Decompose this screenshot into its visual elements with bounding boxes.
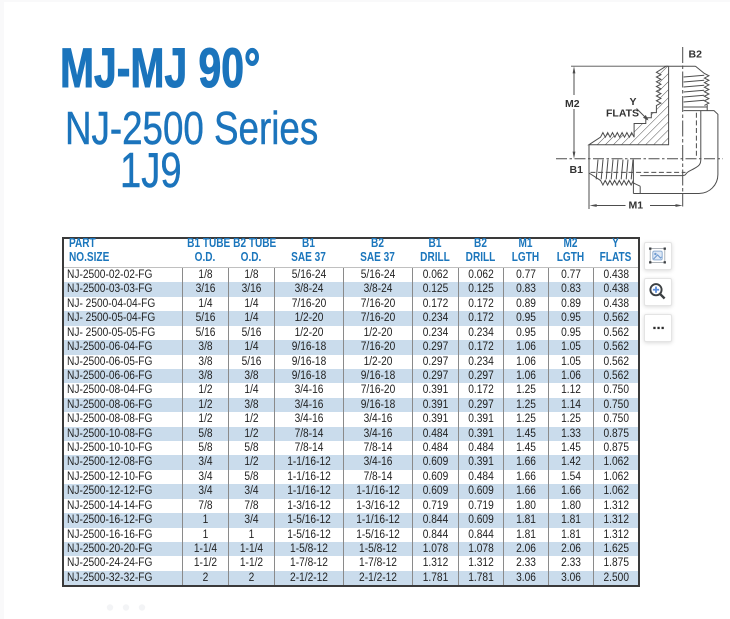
- svg-text:M1: M1: [629, 200, 644, 212]
- svg-text:B1: B1: [570, 164, 584, 176]
- svg-text:B2: B2: [689, 49, 703, 61]
- svg-text:FLATS: FLATS: [606, 108, 639, 120]
- svg-text:Y: Y: [630, 96, 637, 108]
- svg-text:M2: M2: [565, 98, 580, 110]
